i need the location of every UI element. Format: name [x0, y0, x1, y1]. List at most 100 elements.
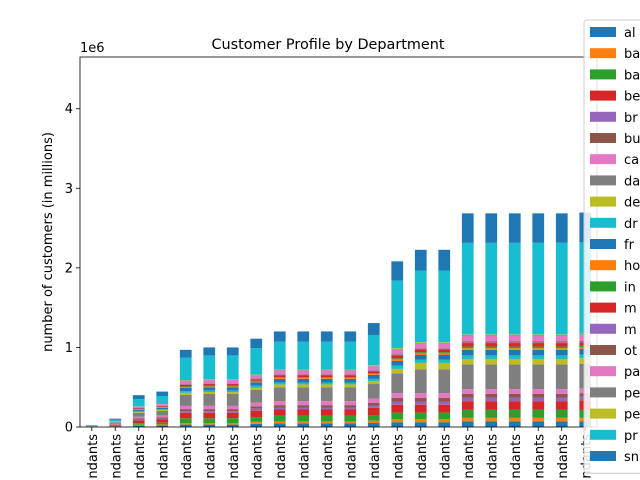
bar-segment: [461, 417, 474, 422]
bar-segment: [367, 415, 380, 421]
bar-segment: [320, 382, 333, 385]
bar-segment: [532, 389, 545, 394]
bar-segment: [203, 386, 216, 388]
bar-segment: [226, 347, 239, 356]
bar-segment: [320, 415, 333, 422]
bar-segment: [485, 417, 498, 422]
bar-segment: [132, 410, 145, 412]
bar-segment: [508, 213, 521, 243]
bar-segment: [485, 389, 498, 394]
bar-segment: [367, 384, 380, 399]
legend-swatch: [590, 387, 616, 398]
x-tick-label: ...ndants: [509, 434, 524, 480]
legend-label: pe: [624, 386, 640, 401]
bar-segment: [273, 384, 286, 388]
bar-segment: [203, 393, 216, 406]
bar-segment: [273, 387, 286, 402]
bar-segment: [461, 409, 474, 418]
x-tick-label: ...ndants: [532, 434, 547, 480]
bar-segment: [226, 412, 239, 419]
bar-segment: [414, 249, 427, 271]
bar-segment: [179, 423, 192, 425]
legend-label: be: [624, 90, 640, 105]
bar-segment: [485, 409, 498, 418]
legend-swatch: [590, 154, 616, 165]
bar-segment: [532, 421, 545, 427]
bar-segment: [132, 399, 145, 407]
bar-segment: [555, 342, 568, 344]
bar-segment: [414, 362, 427, 370]
bar-segment: [367, 402, 380, 406]
bar-segment: [391, 373, 404, 394]
bar-segment: [297, 377, 310, 379]
bar-segment: [273, 407, 286, 410]
bar-segment: [555, 417, 568, 422]
bar-segment: [320, 409, 333, 416]
bar-segment: [156, 407, 169, 410]
bar-segment: [132, 425, 145, 427]
bar-segment: [179, 394, 192, 406]
bar-segment: [226, 384, 239, 386]
bar-segment: [226, 393, 239, 406]
legend-swatch: [590, 90, 616, 101]
bar-segment: [532, 358, 545, 365]
bar-segment: [414, 359, 427, 363]
bar-segment: [508, 349, 521, 356]
legend-label: ca: [624, 153, 639, 168]
bar-segment: [203, 423, 216, 425]
y-tick-label: 3: [65, 182, 73, 197]
x-tick-label: ...ndants: [109, 434, 124, 480]
bar-segment: [438, 353, 451, 355]
bar-segment: [438, 342, 451, 343]
bar-segment: [508, 364, 521, 390]
bar-segment: [179, 357, 192, 381]
legend-swatch: [590, 302, 616, 313]
bar-segment: [250, 390, 263, 403]
bar-segment: [320, 341, 333, 370]
bar-segment: [203, 418, 216, 424]
bar-segment: [226, 424, 239, 427]
bar-segment: [367, 374, 380, 379]
bar-segment: [508, 242, 521, 335]
bar-segment: [391, 354, 404, 355]
bar-segment: [555, 341, 568, 343]
bar-segment: [250, 385, 263, 388]
x-tick-label: ...ndants: [485, 434, 500, 480]
bar-segment: [156, 410, 169, 411]
bar-segment: [414, 349, 427, 353]
bar-segment: [367, 420, 380, 424]
bar-segment: [555, 409, 568, 418]
bar-segment: [132, 424, 145, 426]
bar-segment: [555, 389, 568, 394]
bar-segment: [532, 335, 545, 336]
bar-segment: [344, 331, 357, 342]
bar-segment: [508, 335, 521, 336]
bar-segment: [250, 348, 263, 375]
bar-segment: [461, 335, 474, 336]
bar-segment: [485, 393, 498, 398]
legend-label: pa: [624, 365, 640, 380]
bar-segment: [414, 397, 427, 402]
bar-segment: [414, 353, 427, 355]
x-axis: ...ndants ...ndants ...ndants ...ndants ...n…: [86, 427, 594, 480]
x-tick-label: ...ndants: [344, 434, 359, 480]
bar-segment: [391, 359, 404, 361]
bar-segment: [179, 380, 192, 385]
y-offset-label: 1e6: [80, 41, 105, 56]
bar-segment: [132, 423, 145, 425]
bar-segment: [414, 343, 427, 349]
x-tick-label: ...ndants: [556, 434, 571, 480]
x-tick-label: ...ndants: [156, 434, 171, 480]
bar-segment: [391, 280, 404, 349]
bar-segment: [532, 364, 545, 390]
bar-segment: [391, 412, 404, 420]
bar-segment: [320, 370, 333, 375]
bar-segment: [250, 338, 263, 349]
bar-segment: [320, 377, 333, 379]
bar-segment: [273, 378, 286, 383]
bar-segment: [203, 347, 216, 356]
bar-segment: [461, 355, 474, 359]
x-tick-label: ...ndants: [133, 434, 148, 480]
bar-segment: [532, 348, 545, 350]
y-tick-label: 1: [65, 341, 73, 356]
